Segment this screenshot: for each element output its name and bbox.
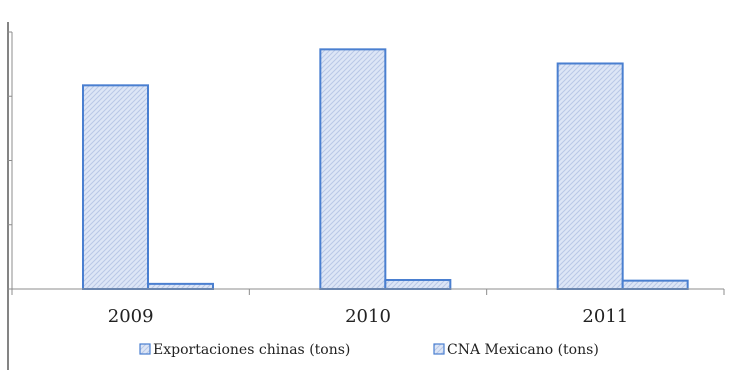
legend: Exportaciones chinas (tons) CNA Mexicano … [139,342,599,358]
bar-2011-series-1 [556,62,624,290]
bars [82,48,689,291]
x-tick-label-2011: 2011 [582,306,628,327]
bar-2011-series-2 [621,279,689,290]
legend-swatch-1 [139,343,151,355]
bar-2010-series-2 [384,279,452,291]
y-axis [7,31,13,290]
bar-2009-series-1 [82,84,149,290]
x-tick-label-2009: 2009 [108,306,154,327]
bar-2010-series-1 [319,48,387,290]
x-axis: 2009 2010 2011 [11,288,725,327]
bar-2009-series-2 [147,282,214,290]
legend-label-1: Exportaciones chinas (tons) [153,342,350,358]
legend-swatch-2 [433,343,445,355]
legend-label-2: CNA Mexicano (tons) [447,342,599,358]
x-tick-label-2010: 2010 [345,306,391,327]
